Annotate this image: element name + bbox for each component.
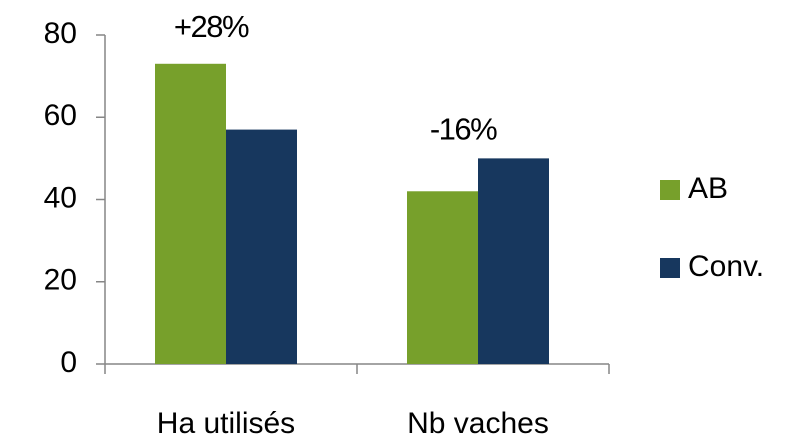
bar [478,158,549,364]
x-tick-label: Nb vaches [407,407,549,440]
annotation: -16% [430,111,497,146]
y-tick-label: 20 [44,264,77,297]
y-tick-label: 60 [44,99,77,132]
legend-label: AB [688,172,728,205]
legend-label: Conv. [688,250,764,283]
bar [226,129,297,364]
legend-swatch [660,180,680,200]
y-tick-label: 0 [60,346,77,379]
bar [407,191,478,364]
y-tick-label: 40 [44,181,77,214]
x-tick-label: Ha utilisés [157,407,295,440]
bar [155,63,226,364]
annotation: +28% [174,9,249,44]
legend-swatch [660,258,680,278]
y-tick-label: 80 [44,17,77,50]
